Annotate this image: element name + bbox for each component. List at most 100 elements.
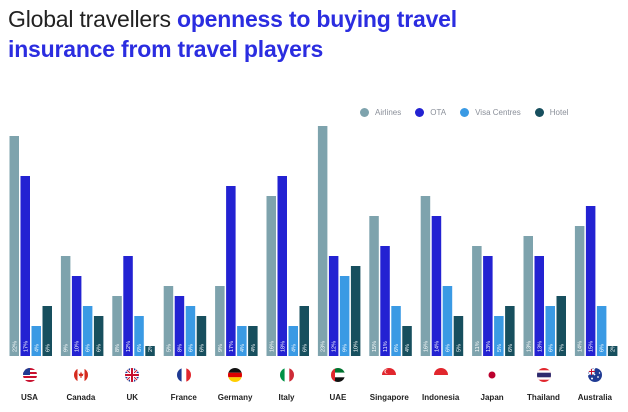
country-france: France <box>156 368 212 402</box>
country-italy: Italy <box>259 368 315 402</box>
bar-label-visa-centres-thailand: 6% <box>548 344 554 352</box>
bar-ota-australia <box>585 206 596 356</box>
bar-label-ota-japan: 13% <box>486 341 492 352</box>
italy-flag-icon <box>279 368 294 382</box>
france-flag-icon <box>176 368 191 382</box>
bar-label-ota-usa: 17% <box>23 341 29 352</box>
japan-flag-icon <box>485 368 500 382</box>
bar-visa-centres-usa <box>31 326 41 356</box>
country-label: Australia <box>577 393 612 402</box>
bar-visa-centres-japan <box>494 316 504 356</box>
bar-label-hotel-germany: 4% <box>251 344 257 352</box>
legend-label-airlines: Airlines <box>375 107 402 117</box>
bar-label-ota-singapore: 11% <box>383 341 389 352</box>
country-uk: UK <box>104 368 160 402</box>
bar-airlines-thailand <box>523 236 533 356</box>
bar-ota-usa <box>20 176 30 356</box>
bar-label-hotel-canada: 6% <box>97 344 103 352</box>
bar-visa-centres-france <box>185 306 196 356</box>
legend-item-visa-centres: Visa Centres <box>460 105 521 119</box>
bar-airlines-japan <box>472 246 482 356</box>
bar-label-ota-france: 8% <box>177 344 183 352</box>
bar-label-airlines-indonesia: 16% <box>423 341 429 352</box>
title-plain: Global travellers <box>8 6 177 32</box>
country-thailand: Thailand <box>516 368 572 402</box>
canada-flag-icon <box>73 368 88 382</box>
bar-label-visa-centres-australia: 6% <box>600 344 606 352</box>
bar-label-hotel-france: 6% <box>199 344 205 352</box>
legend-swatch-visa-centres <box>460 107 470 117</box>
bar-ota-italy <box>277 176 287 356</box>
bar-visa-centres-indonesia <box>442 286 453 356</box>
bar-label-airlines-australia: 14% <box>578 341 584 352</box>
bar-ota-thailand <box>534 256 544 356</box>
bar-visa-centres-thailand <box>545 306 555 356</box>
bar-hotel-uae <box>350 266 361 356</box>
bar-label-airlines-thailand: 13% <box>526 341 532 352</box>
bar-label-visa-centres-indonesia: 6% <box>445 344 451 352</box>
usa-flag-icon <box>22 368 37 382</box>
bar-airlines-canada <box>60 256 71 356</box>
country-label: France <box>170 393 197 402</box>
bar-label-visa-centres-canada: 6% <box>86 344 92 352</box>
bar-label-hotel-japan: 6% <box>508 344 514 352</box>
bar-visa-centres-singapore <box>391 306 401 356</box>
bar-airlines-italy <box>266 196 276 356</box>
legend-item-airlines: Airlines <box>360 105 401 119</box>
legend-label-visa-centres: Visa Centres <box>475 107 521 117</box>
bar-label-airlines-singapore: 15% <box>372 341 378 352</box>
bar-label-visa-centres-italy: 4% <box>291 344 297 352</box>
country-label: UK <box>126 393 139 402</box>
country-singapore: Singapore <box>361 368 417 402</box>
bar-label-airlines-japan: 11% <box>475 341 481 352</box>
bar-label-hotel-uae: 10% <box>354 341 360 352</box>
legend-label-ota: OTA <box>430 107 447 117</box>
bar-airlines-usa <box>9 136 19 356</box>
bar-hotel-canada <box>93 316 104 356</box>
bar-label-airlines-uae: 23% <box>321 341 327 352</box>
chart-legend: Airlines OTA Visa Centres Hotel <box>360 105 568 119</box>
bar-label-airlines-canada: 9% <box>64 344 70 352</box>
country-label: Indonesia <box>422 393 460 402</box>
germany-flag-icon <box>228 368 243 382</box>
bar-label-hotel-singapore: 4% <box>405 344 411 352</box>
country-germany: Germany <box>207 368 263 402</box>
australia-flag-icon <box>587 368 602 382</box>
bar-label-ota-australia: 15% <box>589 341 595 352</box>
bar-label-hotel-australia: 2% <box>611 344 617 352</box>
bar-label-visa-centres-uk: 6% <box>137 344 143 352</box>
legend-swatch-hotel <box>534 107 544 117</box>
country-label: Germany <box>217 393 253 402</box>
legend-swatch-ota <box>415 107 425 117</box>
bar-ota-canada <box>71 276 82 356</box>
thailand-flag-icon <box>536 368 551 382</box>
bar-label-airlines-germany: 9% <box>218 344 224 352</box>
bar-hotel-australia <box>607 346 618 356</box>
country-canada: Canada <box>53 368 109 402</box>
indonesia-flag-icon <box>433 368 448 382</box>
country-uae: UAE <box>310 368 366 402</box>
country-japan: Japan <box>464 368 520 402</box>
legend-item-hotel: Hotel <box>534 105 568 119</box>
bar-label-airlines-uk: 8% <box>115 344 121 352</box>
bar-label-airlines-france: 5% <box>166 344 172 352</box>
country-indonesia: Indonesia <box>413 368 469 402</box>
bar-ota-japan <box>483 256 493 356</box>
bar-label-visa-centres-japan: 5% <box>497 344 503 352</box>
bar-label-visa-centres-singapore: 6% <box>394 344 400 352</box>
title-highlight-1: openness to buying travel <box>176 6 457 32</box>
bar-label-ota-uk: 12% <box>126 341 132 352</box>
bar-airlines-australia <box>574 226 585 356</box>
bar-label-airlines-italy: 16% <box>269 341 275 352</box>
bar-ota-france <box>174 296 185 356</box>
country-label: Italy <box>278 393 295 402</box>
bar-airlines-singapore <box>369 216 379 356</box>
bar-ota-indonesia <box>431 216 442 356</box>
bar-airlines-france <box>163 286 174 356</box>
bar-visa-centres-australia <box>596 306 607 356</box>
bar-hotel-usa <box>42 306 52 356</box>
bar-ota-uk <box>123 256 133 356</box>
bar-hotel-uk <box>145 346 155 356</box>
singapore-flag-icon <box>382 368 397 382</box>
